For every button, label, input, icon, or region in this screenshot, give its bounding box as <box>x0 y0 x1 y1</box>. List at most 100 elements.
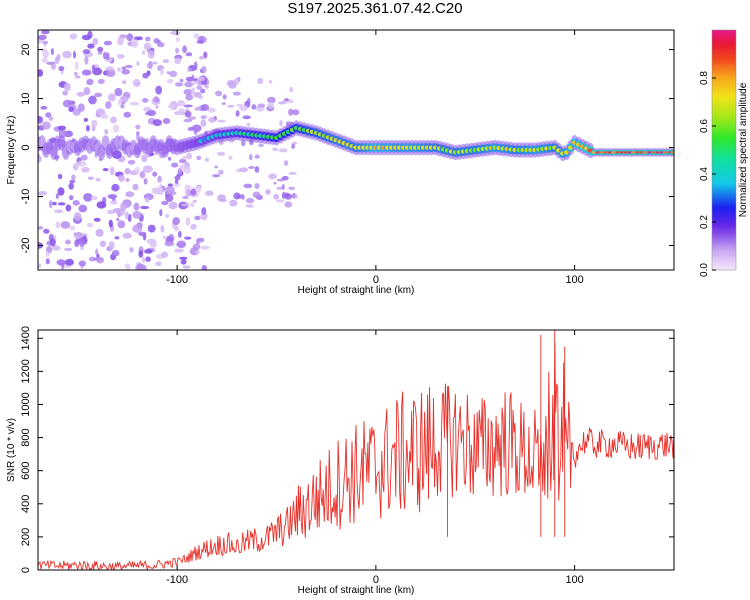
noise-blob <box>232 91 241 96</box>
noise-blob <box>136 61 140 66</box>
noise-blob <box>81 69 92 76</box>
noise-blob <box>217 119 227 123</box>
noise-blob <box>127 213 132 223</box>
noise-blob <box>183 88 192 96</box>
noise-blob <box>233 192 241 200</box>
noise-blob <box>104 66 115 71</box>
noise-blob <box>110 116 117 124</box>
noise-blob <box>214 165 219 169</box>
snr-y-tick-label: 600 <box>20 462 32 480</box>
spectrogram-x-ticks: -100 0 100 <box>166 30 584 286</box>
noise-blob <box>162 118 171 124</box>
noise-blob <box>147 50 155 59</box>
noise-blob <box>182 45 188 54</box>
noise-blob <box>204 157 210 162</box>
noise-blob <box>122 80 127 85</box>
noise-blob <box>55 193 60 199</box>
spectrogram-y-tick-label: -20 <box>20 238 32 254</box>
noise-blob <box>194 106 200 111</box>
noise-blob <box>142 165 153 173</box>
noise-blob <box>141 98 149 103</box>
noise-blob <box>41 57 48 64</box>
noise-blob <box>176 240 187 249</box>
spectrogram-y-tick-label: 0 <box>20 144 32 150</box>
ridge-band <box>98 147 106 157</box>
noise-blob <box>269 79 272 84</box>
noise-blob <box>118 174 125 182</box>
noise-blob <box>279 120 283 127</box>
noise-blob <box>111 249 120 257</box>
noise-blob <box>120 96 129 103</box>
colorbar-tick-label: 0.6 <box>699 119 710 133</box>
noise-blob <box>51 245 61 251</box>
noise-blob <box>143 178 148 185</box>
noise-blob <box>193 61 198 71</box>
noise-blob <box>288 172 297 175</box>
noise-blob <box>114 236 120 240</box>
noise-blob <box>156 42 165 48</box>
noise-blob <box>276 186 283 190</box>
noise-blob <box>180 259 187 265</box>
noise-blob <box>166 71 170 75</box>
noise-blob <box>86 222 94 228</box>
noise-blob <box>248 166 255 169</box>
noise-blob <box>200 119 207 127</box>
noise-blob <box>265 189 271 195</box>
noise-blob <box>200 115 207 120</box>
spectrogram-y-label: Frequency (Hz) <box>6 116 17 185</box>
noise-blob <box>289 86 294 93</box>
noise-blob <box>184 81 194 88</box>
noise-blob <box>179 78 184 83</box>
noise-blob <box>177 168 182 175</box>
noise-blob <box>204 84 209 89</box>
noise-blob <box>174 248 184 253</box>
noise-blob <box>284 193 293 200</box>
noise-blob <box>125 178 130 182</box>
noise-blob <box>73 232 83 240</box>
noise-blob <box>170 30 181 36</box>
noise-blob <box>86 78 94 86</box>
noise-blob <box>133 202 140 211</box>
noise-blob <box>235 110 240 117</box>
noise-blob <box>87 43 95 49</box>
noise-blob <box>245 204 254 208</box>
snr-marks <box>38 330 674 570</box>
chart-title: S197.2025.361.07.42.C20 <box>287 0 463 17</box>
noise-blob <box>69 225 76 231</box>
spectrogram-y-tick-label: 20 <box>20 43 32 55</box>
noise-blob <box>169 70 178 78</box>
snr-y-ticks: 0 200 400 600 800 1000 1200 1400 <box>20 326 674 573</box>
noise-blob <box>88 95 97 105</box>
snr-x-tick-label: 0 <box>373 574 379 586</box>
noise-blob <box>114 87 123 97</box>
noise-blob <box>72 163 79 171</box>
noise-blob <box>200 88 206 94</box>
noise-blob <box>108 209 114 214</box>
colorbar-label: Normalized spectral amplitude <box>738 82 749 217</box>
noise-blob <box>62 90 68 96</box>
noise-blob <box>275 199 285 203</box>
noise-blob <box>77 103 85 112</box>
noise-blob <box>109 200 118 205</box>
noise-blob <box>125 191 135 198</box>
noise-blob <box>229 199 238 207</box>
noise-blob <box>193 128 198 135</box>
noise-blob <box>132 211 142 219</box>
noise-blob <box>201 66 207 74</box>
noise-blob <box>138 231 147 237</box>
noise-blob <box>125 211 129 220</box>
noise-blob <box>63 247 73 252</box>
noise-blob <box>38 263 42 269</box>
noise-blob <box>38 116 44 124</box>
snr-panel: -100 0 100 0 200 400 600 800 1000 1200 1400 Heigh… <box>6 326 675 596</box>
ridge-core <box>671 151 674 154</box>
snr-x-label: Height of straight line (km) <box>298 585 415 596</box>
noise-blob <box>45 258 50 265</box>
noise-blob <box>284 201 293 208</box>
noise-blob <box>74 71 78 76</box>
noise-blob <box>48 200 53 209</box>
noise-blob <box>105 101 112 109</box>
noise-blob <box>197 79 202 87</box>
noise-blob <box>42 121 51 130</box>
noise-blob <box>288 186 296 190</box>
